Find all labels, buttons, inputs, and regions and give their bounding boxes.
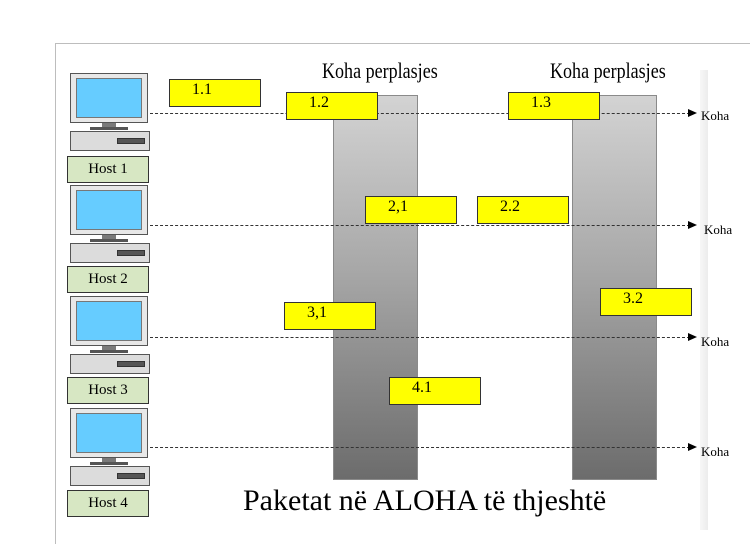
timeline-host-3: [150, 337, 690, 338]
collision-label-1: Koha perplasjes: [322, 58, 438, 83]
frame-shade: [700, 70, 708, 530]
diagram-frame: [55, 43, 750, 544]
host-label-3: Host 3: [67, 377, 149, 404]
arrowhead-3: [688, 333, 697, 341]
screen: [76, 190, 142, 230]
monitor-icon: [70, 408, 148, 458]
packet-4-1: 4.1: [389, 377, 481, 405]
screen: [76, 301, 142, 341]
timeline-host-4: [150, 447, 690, 448]
time-label-1: Koha: [701, 108, 730, 123]
arrowhead-4: [688, 443, 697, 451]
host-label-4: Host 4: [67, 490, 149, 517]
time-label-4: Koha: [701, 444, 730, 459]
arrowhead-1: [688, 109, 697, 117]
packet-1-2: 1.2: [286, 92, 378, 120]
computer-icon: [70, 408, 150, 490]
host-label-1: Host 1: [67, 156, 149, 183]
system-unit: [70, 243, 150, 263]
packet-2-2: 2.2: [477, 196, 569, 224]
time-label-3: Koha: [701, 334, 730, 349]
packet-1-1: 1.1: [169, 79, 261, 107]
time-label-2: Koha: [704, 222, 733, 237]
diagram-caption: Paketat në ALOHA të thjeshtë: [243, 484, 607, 517]
packet-1-3: 1.3: [508, 92, 600, 120]
collision-period-1: [333, 95, 418, 480]
monitor-icon: [70, 73, 148, 123]
collision-period-2: [572, 95, 657, 480]
packet-2-1: 2,1: [365, 196, 457, 224]
arrowhead-2: [688, 221, 697, 229]
screen: [76, 78, 142, 118]
computer-icon: [70, 185, 150, 267]
timeline-host-2: [150, 225, 690, 226]
computer-icon: [70, 296, 150, 378]
monitor-icon: [70, 185, 148, 235]
timeline-host-1: [150, 113, 690, 114]
collision-label-2: Koha perplasjes: [550, 58, 666, 83]
screen: [76, 413, 142, 453]
computer-icon: [70, 73, 150, 155]
host-label-2: Host 2: [67, 266, 149, 293]
packet-3-2: 3.2: [600, 288, 692, 316]
system-unit: [70, 131, 150, 151]
system-unit: [70, 466, 150, 486]
monitor-icon: [70, 296, 148, 346]
packet-3-1: 3,1: [284, 302, 376, 330]
system-unit: [70, 354, 150, 374]
